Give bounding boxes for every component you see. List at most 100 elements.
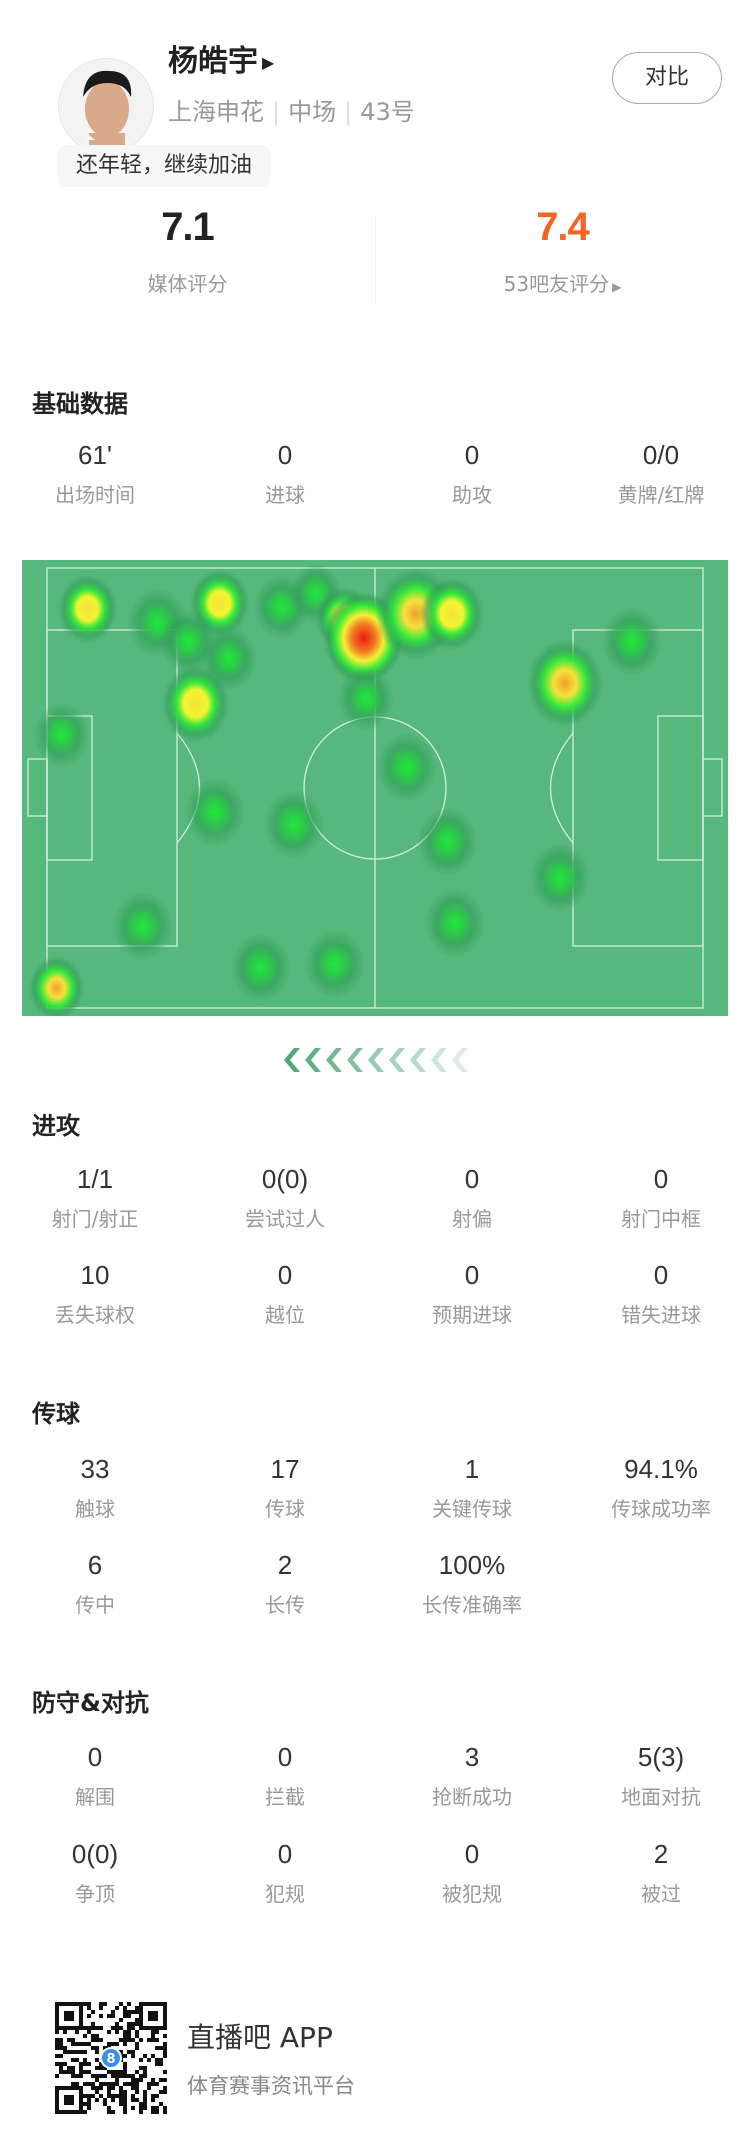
stat-label: 传球成功率 (611, 1497, 711, 1521)
stat-cell: 10 丢失球权 (0, 1260, 190, 1328)
stat-value: 0/0 (642, 440, 680, 470)
stat-value: 2 (277, 1550, 293, 1580)
attack-direction-arrows (280, 1046, 469, 1074)
stat-value: 3 (464, 1742, 480, 1772)
chevron-left-icon (368, 1048, 384, 1072)
stat-label: 被犯规 (442, 1882, 502, 1906)
stat-value: 1/1 (76, 1164, 114, 1194)
stat-value: 0 (464, 440, 480, 470)
stat-cell: 5(3) 地面对抗 (566, 1742, 750, 1810)
stat-cell: 6 传中 (0, 1550, 190, 1618)
stat-value: 0 (653, 1260, 669, 1290)
stat-value: 0 (277, 1839, 293, 1869)
stat-label: 尝试过人 (245, 1207, 325, 1231)
stat-cell: 0 射门中框 (566, 1164, 750, 1232)
stat-label: 黄牌/红牌 (617, 483, 705, 507)
stat-label: 预期进球 (432, 1303, 512, 1327)
stat-cell: 0 进球 (190, 440, 380, 508)
stat-cell: 0 被犯规 (377, 1839, 567, 1907)
shirt-number: 43号 (360, 98, 415, 126)
heatmap-spot (376, 732, 437, 802)
stat-cell: 17 传球 (190, 1454, 380, 1522)
stat-label: 争顶 (75, 1882, 115, 1906)
stat-label: 长传 (265, 1593, 305, 1617)
heatmap-spot (184, 777, 245, 847)
stat-label: 射门/射正 (51, 1207, 139, 1231)
section-title: 基础数据 (32, 390, 128, 418)
chevron-left-icon (326, 1048, 342, 1072)
stat-cell: 2 长传 (190, 1550, 380, 1618)
stat-value: 0 (87, 1742, 103, 1772)
stat-label: 长传准确率 (422, 1593, 522, 1617)
svg-text:8: 8 (106, 2052, 115, 2067)
stat-label: 地面对抗 (621, 1785, 701, 1809)
stat-label: 助攻 (452, 483, 492, 507)
pitch-lines (27, 567, 723, 1009)
position: 中场 (288, 98, 337, 126)
stat-value: 5(3) (637, 1742, 685, 1772)
media-rating: 7.1 媒体评分 (0, 205, 375, 297)
stat-cell: 1 关键传球 (377, 1454, 567, 1522)
heatmap-spot (161, 664, 230, 743)
stat-value: 33 (80, 1454, 110, 1484)
chevron-left-icon (410, 1048, 426, 1072)
media-rating-label: 媒体评分 (147, 272, 228, 296)
heatmap-spot (304, 929, 365, 999)
compare-button[interactable]: 对比 (612, 52, 722, 104)
stat-label: 拦截 (265, 1785, 305, 1809)
stat-label: 射偏 (452, 1207, 492, 1231)
stat-label: 越位 (265, 1303, 305, 1327)
stat-label: 传球 (265, 1497, 305, 1521)
app-tagline: 体育赛事资讯平台 (187, 2074, 355, 2098)
heatmap-spot (57, 574, 118, 644)
heatmap-spot (230, 933, 291, 1003)
stat-cell: 0 射偏 (377, 1164, 567, 1232)
stat-value: 0 (277, 1742, 293, 1772)
comment-bubble: 还年轻，继续加油 (58, 135, 271, 187)
heatmap-spot (417, 807, 478, 877)
player-info: 上海申花 | 中场 | 43号 (168, 98, 415, 126)
fan-rating-value: 7.4 (536, 205, 590, 249)
team: 上海申花 (168, 98, 264, 126)
stat-cell: 0 解围 (0, 1742, 190, 1810)
chevron-left-icon (389, 1048, 405, 1072)
stat-value: 61' (78, 440, 112, 470)
stat-cell: 0 错失进球 (566, 1260, 750, 1328)
stat-cell: 1/1 射门/射正 (0, 1164, 190, 1232)
stat-cell: 2 被过 (566, 1839, 750, 1907)
stat-cell: 0/0 黄牌/红牌 (566, 440, 750, 508)
chevron-left-icon (431, 1048, 447, 1072)
stat-cell: 33 触球 (0, 1454, 190, 1522)
fan-rating[interactable]: 7.4 53吧友评分 ▶ (375, 205, 750, 297)
chevron-left-icon (305, 1048, 321, 1072)
heatmap-spot (112, 891, 173, 961)
stat-value: 0 (277, 1260, 293, 1290)
stat-value: 6 (87, 1550, 103, 1580)
stat-cell: 0 越位 (190, 1260, 380, 1328)
section-title: 防守&对抗 (32, 1689, 149, 1717)
stat-cell: 61' 出场时间 (0, 440, 190, 508)
play-arrow-icon: ▶ (262, 53, 275, 72)
stat-label: 射门中框 (621, 1207, 701, 1231)
heatmap-spot (424, 888, 485, 958)
stat-value: 0 (277, 440, 293, 470)
heatmap-spot (601, 607, 662, 677)
stat-cell: 3 抢断成功 (377, 1742, 567, 1810)
stat-value: 94.1% (624, 1454, 698, 1484)
stat-value: 0 (653, 1164, 669, 1194)
player-name[interactable]: 杨皓宇 ▶ (168, 36, 274, 80)
stat-cell: 0 助攻 (377, 440, 567, 508)
stat-label: 被过 (641, 1882, 681, 1906)
play-arrow-icon: ▶ (612, 280, 622, 294)
heatmap-spot (263, 789, 324, 859)
stat-label: 抢断成功 (432, 1785, 512, 1809)
stat-value: 0 (464, 1260, 480, 1290)
player-avatar[interactable] (58, 58, 154, 154)
section-title: 进攻 (32, 1112, 80, 1140)
stat-cell: 100% 长传准确率 (377, 1550, 567, 1618)
stat-value: 0(0) (71, 1839, 119, 1869)
heatmap-pitch (22, 560, 728, 1016)
stat-value: 0 (464, 1839, 480, 1869)
stat-value: 17 (270, 1454, 300, 1484)
media-rating-value: 7.1 (161, 205, 215, 249)
